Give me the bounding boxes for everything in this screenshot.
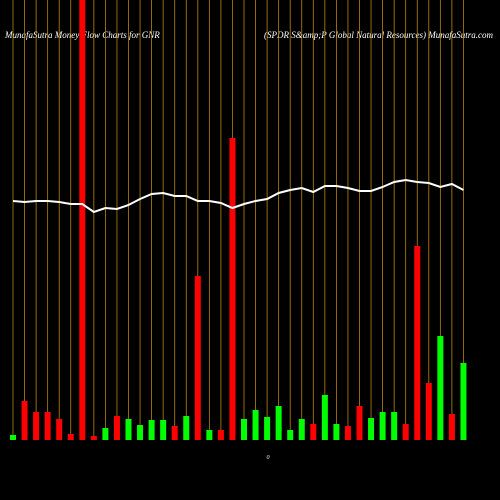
- bar: [113, 416, 120, 440]
- bar: [333, 424, 340, 440]
- bar: [125, 419, 132, 440]
- bar: [275, 406, 282, 440]
- bar: [148, 420, 155, 440]
- bar: [171, 426, 178, 440]
- bar: [206, 430, 213, 440]
- chart-subtitle: (SPDR S&amp;P Global Natural Resources) …: [264, 30, 493, 40]
- bar: [10, 435, 16, 440]
- bar: [241, 419, 247, 440]
- bar: [160, 420, 167, 440]
- bar: [437, 336, 444, 440]
- bar: [356, 406, 363, 440]
- bar: [56, 419, 63, 440]
- bar: [90, 436, 97, 440]
- bar: [414, 246, 421, 440]
- bar: [137, 425, 144, 440]
- bar: [448, 414, 455, 440]
- bar: [368, 418, 375, 440]
- bar: [310, 424, 317, 440]
- price-line: [12, 178, 464, 214]
- bar: [402, 424, 409, 440]
- annotation: 0: [267, 455, 270, 461]
- bar: [321, 395, 328, 440]
- bar: [79, 0, 86, 440]
- bar: [194, 276, 201, 440]
- bar: [379, 412, 386, 440]
- bar: [33, 412, 40, 440]
- bar: [21, 401, 28, 440]
- bar: [183, 416, 190, 440]
- bar: [67, 434, 74, 440]
- bar: [344, 426, 351, 440]
- bar: [44, 412, 51, 440]
- bar: [252, 410, 259, 440]
- bar: [425, 383, 432, 440]
- bar: [287, 430, 294, 440]
- bar: [229, 138, 236, 440]
- bar: [264, 417, 271, 440]
- bar: [102, 428, 109, 440]
- bar: [391, 412, 398, 440]
- bar: [217, 430, 224, 440]
- bar: [298, 419, 305, 440]
- bar: [460, 363, 467, 440]
